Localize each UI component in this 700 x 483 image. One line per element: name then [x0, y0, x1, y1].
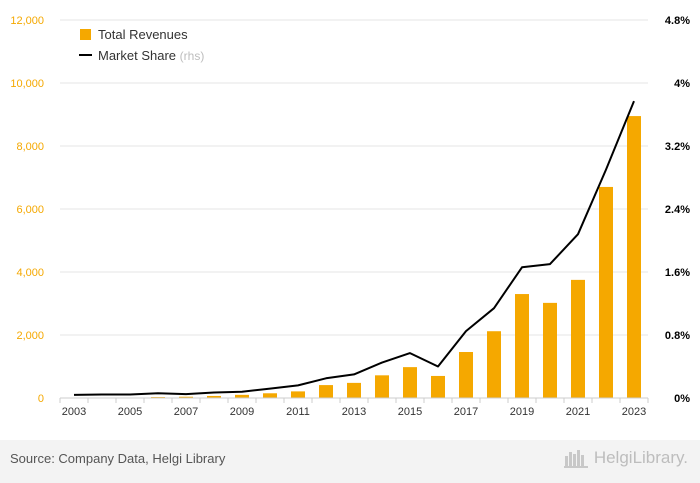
revenue-bar: [431, 375, 445, 398]
revenue-bar: [179, 396, 193, 398]
legend-label-market-share: Market Share (rhs): [98, 48, 204, 63]
revenue-bar: [319, 385, 333, 398]
x-tick-label: 2013: [342, 406, 366, 418]
market-share-line: [73, 100, 635, 396]
legend: Total Revenues Market Share (rhs): [79, 27, 204, 63]
y-right-tick-label: 0.8%: [665, 330, 690, 342]
y-left-tick-label: 8,000: [16, 141, 44, 153]
y-right-tick-label: 4%: [674, 78, 690, 90]
revenue-bar: [459, 352, 473, 398]
axes: 0 0% 2,000 0.8% 4,000 1.6% 6,000 2.4% 8,000 3.2% 1…: [10, 15, 690, 418]
revenue-bar: [599, 186, 613, 398]
x-tick-label: 2019: [510, 406, 534, 418]
market-share-series-line: [73, 100, 635, 396]
revenue-bar: [515, 294, 529, 398]
footer: Source: Company Data, Helgi Library Helg…: [0, 440, 700, 483]
brand: HelgiLibrary.: [563, 448, 688, 468]
library-logo-icon: [563, 450, 588, 468]
y-right-tick-label: 3.2%: [665, 141, 690, 153]
y-right-tick-label: 1.6%: [665, 267, 690, 279]
revenue-bar: [543, 302, 557, 398]
x-tick-label: 2003: [62, 406, 86, 418]
x-tick-label: 2015: [398, 406, 422, 418]
gridlines: [60, 19, 648, 336]
x-tick-label: 2021: [566, 406, 590, 418]
revenue-bar: [235, 394, 249, 398]
legend-label-revenues: Total Revenues: [98, 27, 188, 42]
revenue-bar: [347, 382, 361, 398]
brand-name: HelgiLibrary.: [593, 448, 688, 467]
x-tick-label: 2009: [230, 406, 254, 418]
revenue-bar: [571, 279, 585, 398]
y-right-tick-label: 4.8%: [665, 15, 690, 27]
revenue-bar: [263, 393, 277, 398]
y-left-tick-label: 12,000: [10, 15, 44, 27]
y-right-tick-label: 2.4%: [665, 204, 690, 216]
y-left-tick-label: 6,000: [16, 204, 44, 216]
x-tick-label: 2007: [174, 406, 198, 418]
source-note: Source: Company Data, Helgi Library: [10, 451, 226, 466]
revenue-bar: [627, 116, 641, 398]
x-tick-label: 2005: [118, 406, 142, 418]
y-left-tick-label: 2,000: [16, 330, 44, 342]
y-left-tick-label: 10,000: [10, 78, 44, 90]
x-tick-label: 2023: [622, 406, 646, 418]
revenue-bar: [207, 395, 221, 398]
revenue-bar: [375, 375, 389, 398]
revenue-bars: [67, 116, 641, 398]
revenue-bar: [403, 367, 417, 398]
x-tick-label: 2011: [286, 406, 310, 418]
y-left-tick-label: 0: [38, 393, 44, 405]
y-right-tick-label: 0%: [674, 393, 690, 405]
legend-swatch-revenues: [80, 29, 91, 40]
x-tick-label: 2017: [454, 406, 478, 418]
chart: 0 0% 2,000 0.8% 4,000 1.6% 6,000 2.4% 8,000 3.2% 1…: [10, 15, 690, 418]
y-left-tick-label: 4,000: [16, 267, 44, 279]
revenue-bar: [487, 331, 501, 398]
revenue-bar: [291, 391, 305, 398]
legend-rhs-note: (rhs): [180, 49, 205, 63]
